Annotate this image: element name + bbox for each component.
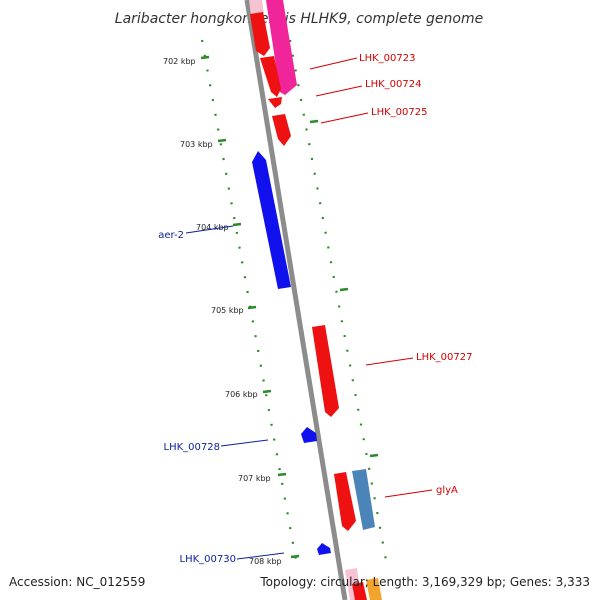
scale-label-703: 703 kbp — [180, 140, 213, 149]
label-lhk-00723: LHK_00723 — [359, 53, 415, 64]
label-lhk-00725: LHK_00725 — [371, 107, 427, 118]
scale-label-708: 708 kbp — [249, 557, 282, 566]
major-ticks-outer — [309, 119, 379, 458]
gene-orange-bottom — [366, 578, 382, 600]
outer-tick-b — [339, 287, 349, 292]
scale-label-706: 706 kbp — [225, 390, 258, 399]
leader-lhk-00728 — [220, 439, 269, 447]
gene-aer-2 — [252, 151, 291, 289]
gene-light-pink-top — [249, 0, 264, 16]
accession-text: Accession: NC_012559 — [9, 575, 145, 589]
leader-lhk-00724 — [315, 85, 363, 97]
label-aer-2: aer-2 — [158, 230, 184, 241]
tick-704 — [232, 222, 242, 227]
leader-lhk-00727 — [365, 357, 414, 366]
outer-tick-c — [369, 453, 379, 458]
scale-label-702: 702 kbp — [163, 57, 196, 66]
gene-labels: LHK_00723 LHK_00724 LHK_00725 aer-2 LHK_… — [158, 53, 472, 565]
map-title: Laribacter hongkongensis HLHK9, complete… — [115, 11, 483, 27]
leader-lhk-00730 — [236, 552, 285, 560]
genome-backbone — [244, 0, 348, 600]
topology-text: Topology: circular; Length: 3,169,329 bp… — [259, 575, 590, 589]
reverse-genes — [252, 151, 331, 555]
major-ticks-inner — [200, 55, 300, 559]
gene-steel-blue — [352, 469, 375, 530]
scale-label-707: 707 kbp — [238, 474, 271, 483]
label-glya: glyA — [436, 485, 458, 496]
label-lhk-00730: LHK_00730 — [180, 554, 236, 565]
label-lhk-00728: LHK_00728 — [164, 442, 220, 453]
scale-labels: 702 kbp 703 kbp 704 kbp 705 kbp 706 kbp … — [163, 57, 282, 566]
leader-glya — [384, 489, 433, 498]
tick-703 — [217, 138, 227, 143]
label-lhk-00724: LHK_00724 — [365, 79, 421, 90]
outer-tick-a — [309, 119, 319, 124]
tick-707 — [277, 472, 287, 477]
gene-red-703 — [272, 114, 291, 146]
gene-lhk-00728 — [301, 427, 317, 443]
gene-red-bottom — [352, 582, 367, 600]
gene-glya-red — [334, 472, 356, 531]
gene-lhk-00724 — [260, 56, 281, 97]
gene-lhk-00730 — [317, 543, 331, 555]
label-lhk-00727: LHK_00727 — [416, 352, 472, 363]
leader-lhk-00723 — [309, 57, 358, 70]
tick-708 — [290, 554, 300, 559]
gene-lhk-00725 — [268, 97, 282, 108]
scale-label-704: 704 kbp — [196, 223, 229, 232]
gene-lhk-00727 — [312, 325, 339, 417]
gene-pink — [266, 0, 297, 95]
tick-705 — [247, 305, 257, 310]
tick-706 — [262, 389, 272, 394]
leader-aer-2 — [185, 225, 234, 234]
forward-genes — [249, 0, 382, 600]
leader-lhk-00725 — [320, 112, 369, 124]
gene-lhk-00723-red — [250, 12, 270, 56]
label-leaders — [185, 57, 433, 560]
scale-label-705: 705 kbp — [211, 306, 244, 315]
tick-702 — [200, 55, 210, 60]
